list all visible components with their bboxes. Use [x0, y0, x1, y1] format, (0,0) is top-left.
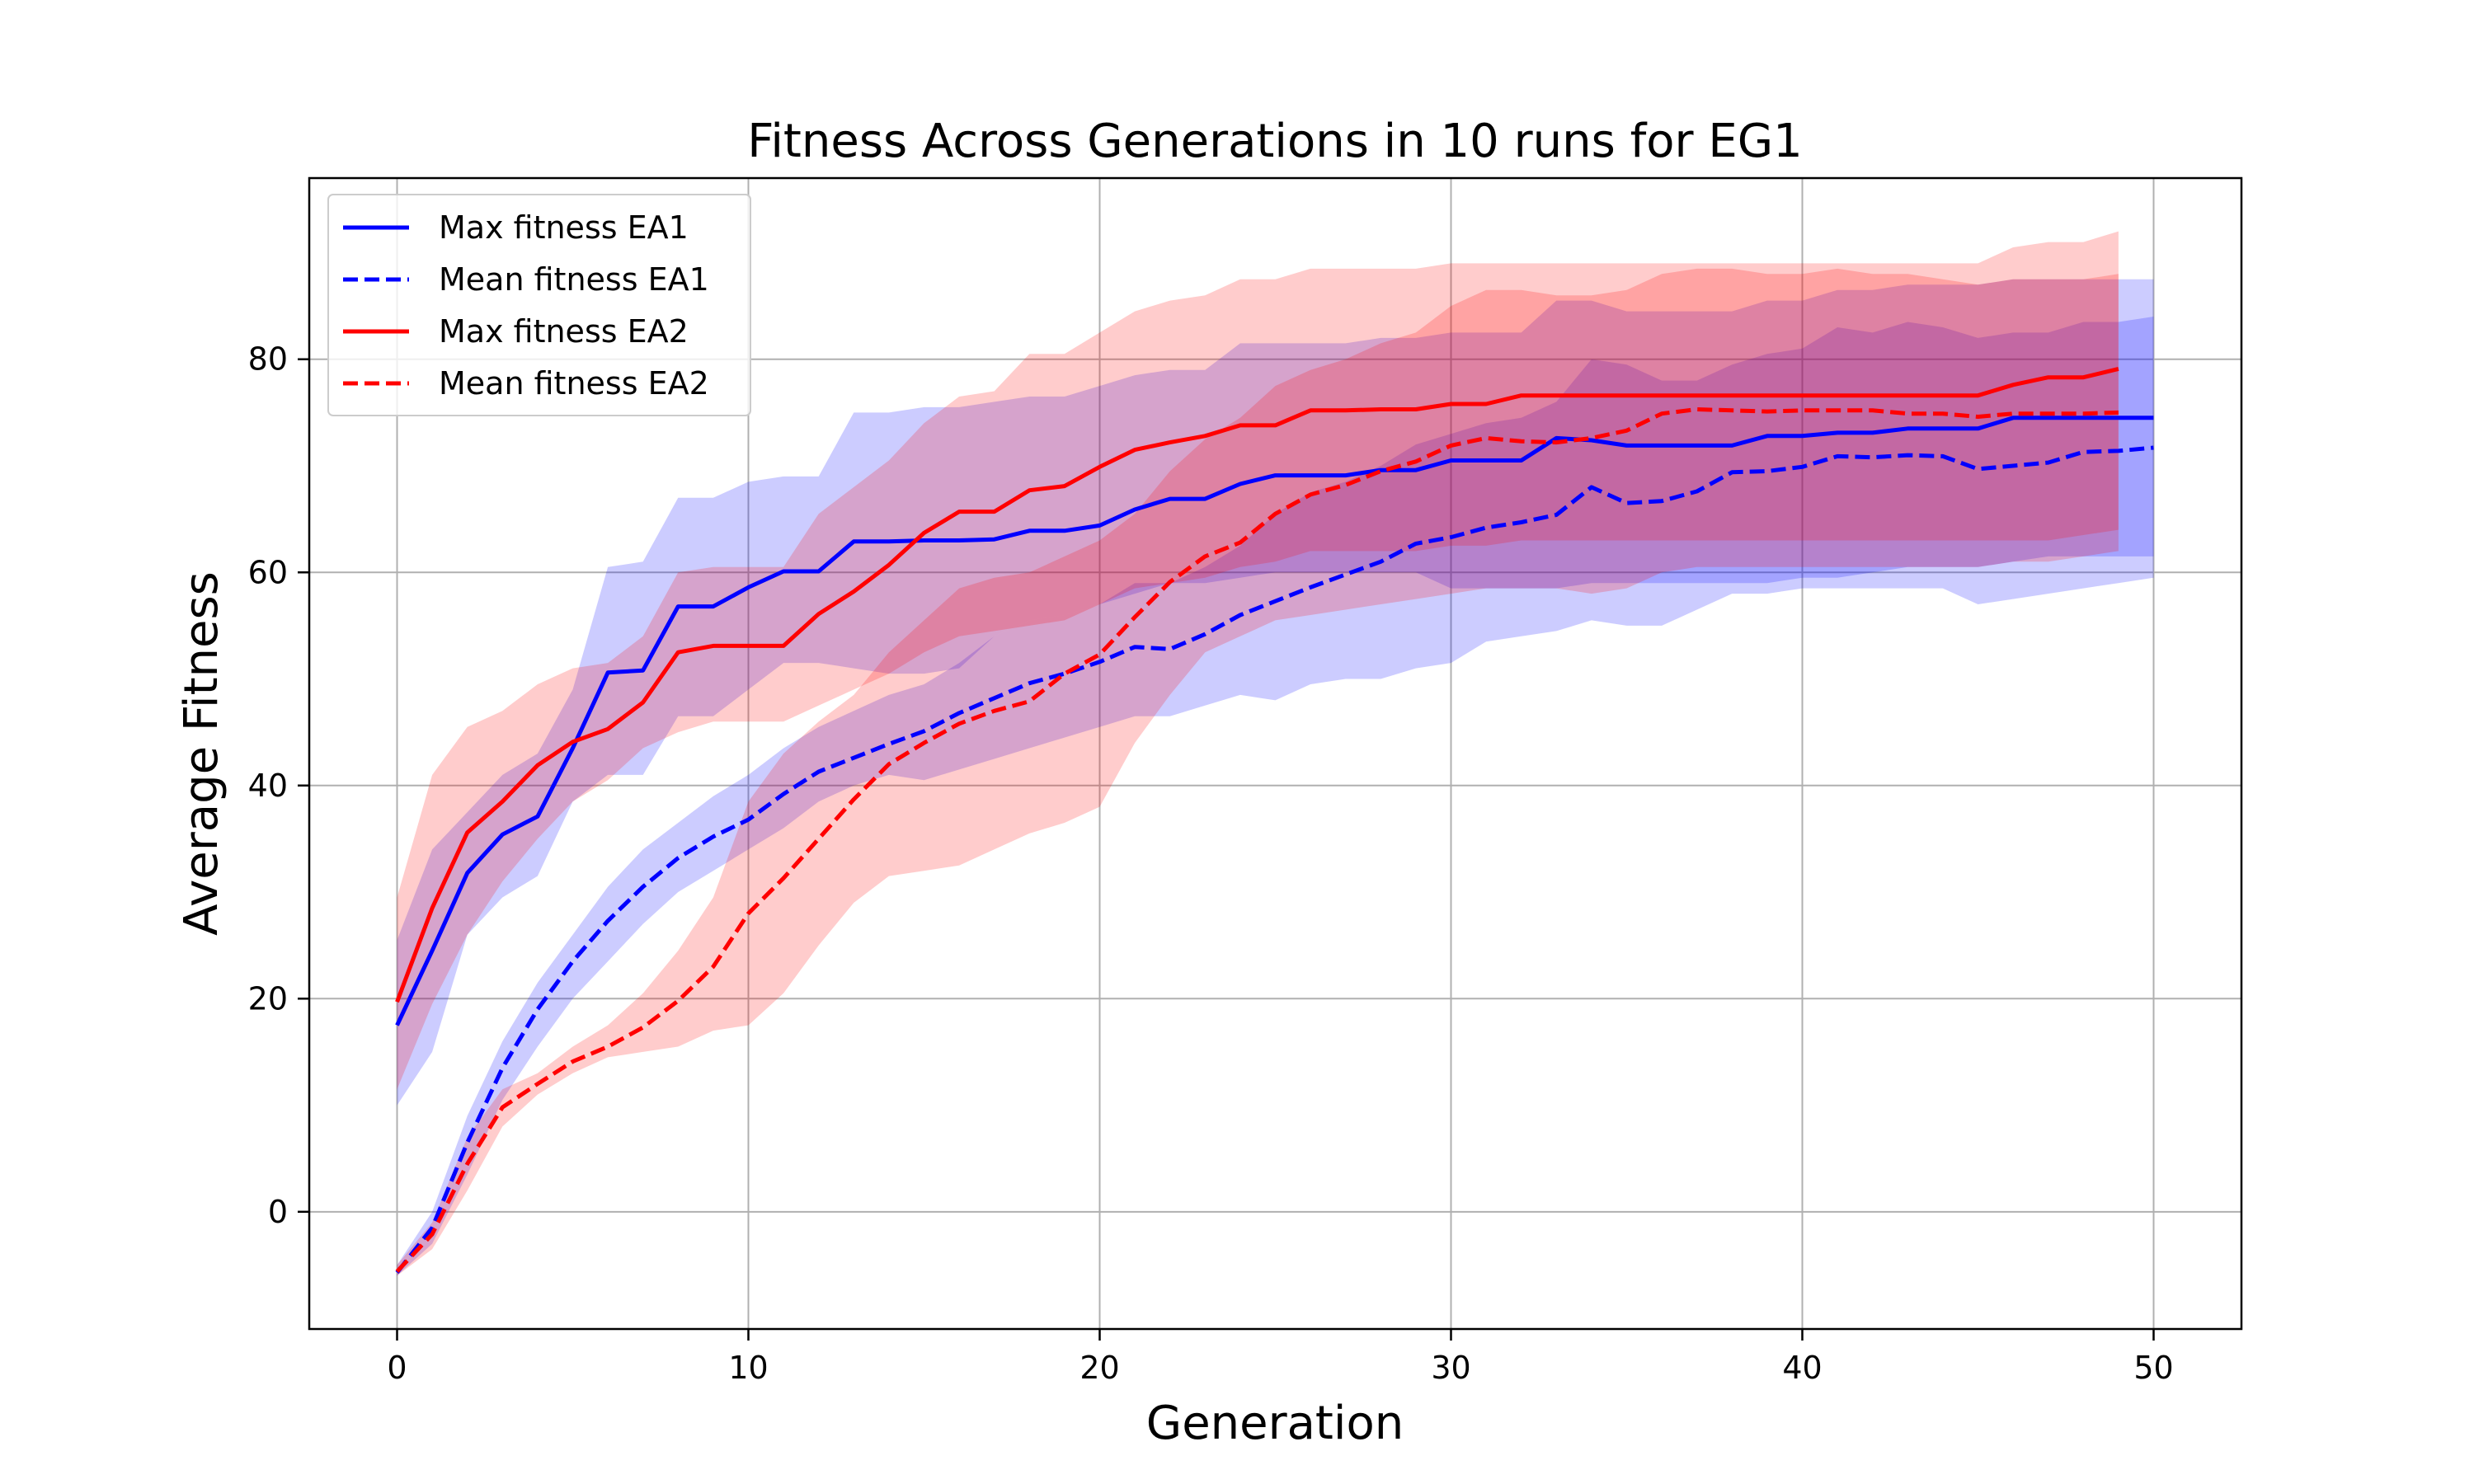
line-mean-fitness-ea1 [395, 445, 2154, 1275]
x-tick-label: 20 [1079, 1350, 1119, 1386]
x-tick-label: 30 [1431, 1350, 1470, 1386]
band-max-fitness-ea1 [397, 279, 2154, 1106]
legend-label-mean-fitness-ea1: Mean fitness EA1 [439, 261, 709, 298]
band-mean-fitness-ea2 [397, 268, 2119, 1276]
chart-title: Fitness Across Generations in 10 runs fo… [747, 115, 1803, 168]
y-tick-label: 0 [268, 1194, 288, 1230]
x-tick-label: 50 [2133, 1350, 2173, 1386]
legend-label-max-fitness-ea2: Max fitness EA2 [439, 313, 689, 350]
y-tick-label: 60 [248, 554, 288, 590]
legend: Max fitness EA1 Mean fitness EA1 Max fitne… [327, 194, 751, 416]
x-axis-label: Generation [1146, 1397, 1404, 1450]
x-tick-label: 0 [387, 1350, 407, 1386]
line-max-fitness-ea1 [395, 416, 2154, 1026]
y-axis-label: Average Fitness [175, 571, 228, 936]
series-lines [395, 366, 2154, 1275]
x-tick-label: 10 [728, 1350, 768, 1386]
grid-lines [309, 178, 2241, 1329]
y-tick-label: 20 [248, 980, 288, 1017]
line-max-fitness-ea2 [395, 366, 2119, 1003]
x-tick-label: 40 [1782, 1350, 1822, 1386]
legend-label-mean-fitness-ea2: Mean fitness EA2 [439, 365, 709, 402]
plot-frame [308, 176, 2243, 1331]
band-mean-fitness-ea1 [397, 317, 2154, 1276]
y-tick-label: 40 [248, 768, 288, 804]
axis-ticks: 0 10 20 30 40 50 0 20 40 60 80 [248, 341, 2174, 1386]
legend-label-max-fitness-ea1: Max fitness EA1 [439, 209, 689, 246]
y-tick-label: 80 [248, 341, 288, 378]
legend-box [327, 194, 751, 416]
line-mean-fitness-ea2 [395, 407, 2119, 1273]
